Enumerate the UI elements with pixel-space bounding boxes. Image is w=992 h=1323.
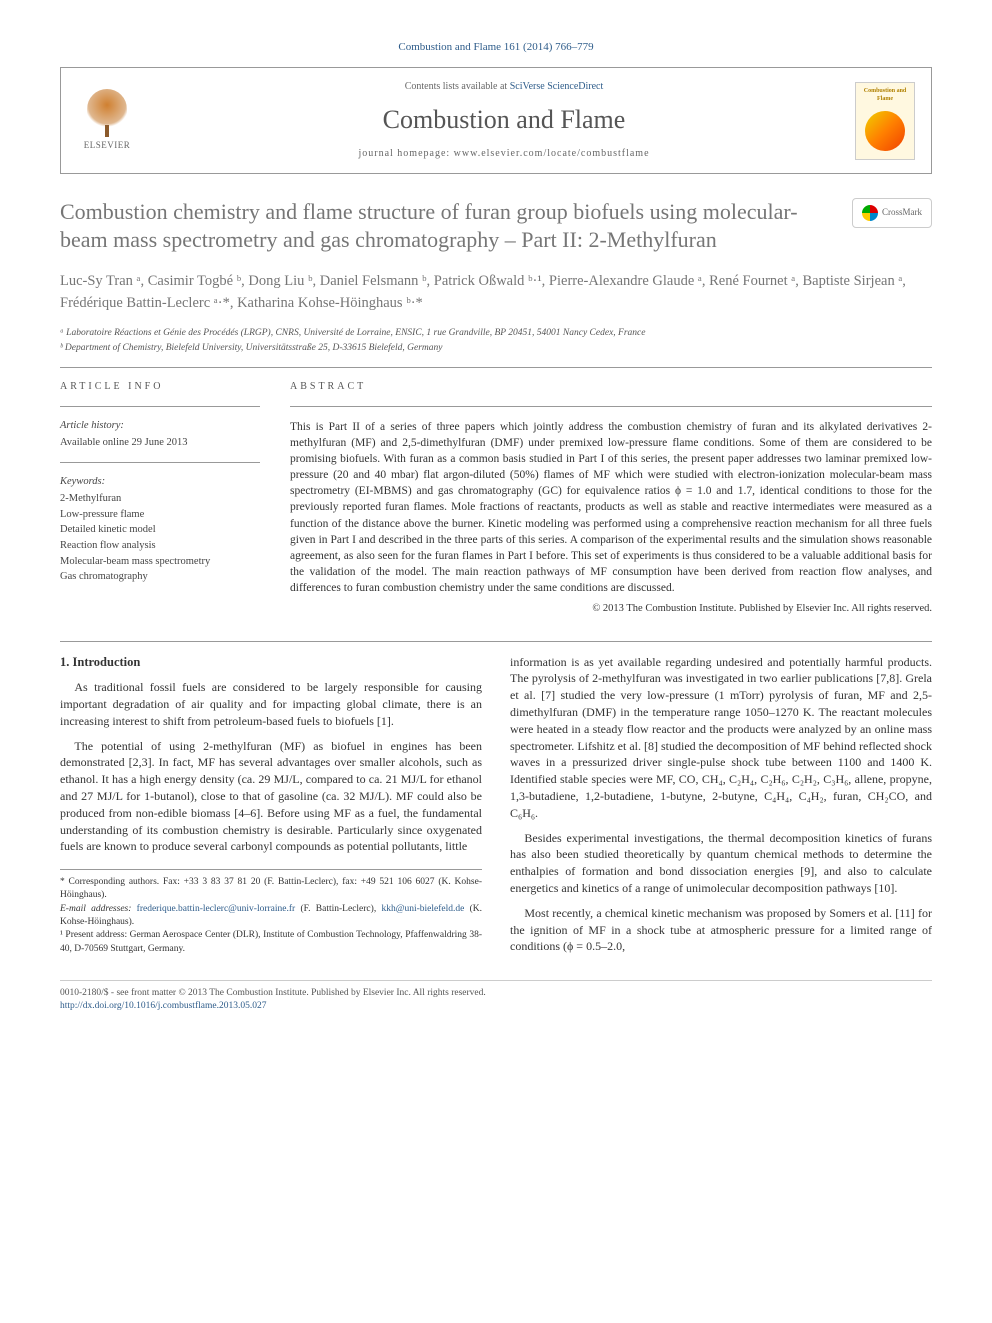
keyword: Detailed kinetic model xyxy=(60,523,260,538)
article-history-label: Article history: xyxy=(60,419,260,434)
crossmark-label: CrossMark xyxy=(882,206,922,219)
homepage-url[interactable]: www.elsevier.com/locate/combustflame xyxy=(454,148,650,159)
elsevier-tree-icon xyxy=(87,89,127,129)
body-columns: 1. Introduction As traditional fossil fu… xyxy=(60,654,932,960)
affiliation-b: ᵇ Department of Chemistry, Bielefeld Uni… xyxy=(60,341,932,355)
keyword: Gas chromatography xyxy=(60,570,260,585)
keyword: 2-Methylfuran xyxy=(60,492,260,507)
contents-prefix: Contents lists available at xyxy=(405,81,510,92)
authors-list: Luc-Sy Tran ᵃ, Casimir Togbé ᵇ, Dong Liu… xyxy=(60,271,932,315)
email-link-1[interactable]: frederique.battin-leclerc@univ-lorraine.… xyxy=(137,904,296,914)
keywords-label: Keywords: xyxy=(60,475,260,490)
article-info-sidebar: ARTICLE INFO Article history: Available … xyxy=(60,380,260,617)
present-address: ¹ Present address: German Aerospace Cent… xyxy=(60,929,482,956)
corresponding-authors: * Corresponding authors. Fax: +33 3 83 3… xyxy=(60,876,482,903)
cover-title: Combustion and Flame xyxy=(860,87,910,104)
journal-name: Combustion and Flame xyxy=(153,102,855,138)
keyword: Low-pressure flame xyxy=(60,508,260,523)
paragraph: The potential of using 2-methylfuran (MF… xyxy=(60,738,482,856)
journal-homepage-line: journal homepage: www.elsevier.com/locat… xyxy=(153,147,855,161)
sciencedirect-link[interactable]: SciVerse ScienceDirect xyxy=(510,81,604,92)
affiliations: ᵃ Laboratoire Réactions et Génie des Pro… xyxy=(60,326,932,355)
journal-header: ELSEVIER Contents lists available at Sci… xyxy=(60,67,932,173)
email-link-2[interactable]: kkh@uni-bielefeld.de xyxy=(381,904,464,914)
elsevier-label: ELSEVIER xyxy=(84,139,131,152)
homepage-prefix: journal homepage: xyxy=(358,148,453,159)
affiliation-a: ᵃ Laboratoire Réactions et Génie des Pro… xyxy=(60,326,932,340)
keywords-list: 2-Methylfuran Low-pressure flame Detaile… xyxy=(60,492,260,585)
keyword: Reaction flow analysis xyxy=(60,539,260,554)
divider xyxy=(60,462,260,463)
paragraph: information is as yet available regardin… xyxy=(510,654,932,822)
article-history-line: Available online 29 June 2013 xyxy=(60,436,260,451)
paragraph: As traditional fossil fuels are consider… xyxy=(60,679,482,729)
divider xyxy=(60,406,260,407)
journal-citation: Combustion and Flame 161 (2014) 766–779 xyxy=(60,40,932,55)
abstract-copyright: © 2013 The Combustion Institute. Publish… xyxy=(290,602,932,617)
crossmark-icon xyxy=(862,205,878,221)
emails-label: E-mail addresses: xyxy=(60,904,137,914)
doi-link[interactable]: http://dx.doi.org/10.1016/j.combustflame… xyxy=(60,1001,266,1011)
paragraph: Besides experimental investigations, the… xyxy=(510,830,932,897)
article-info-heading: ARTICLE INFO xyxy=(60,380,260,394)
divider xyxy=(60,367,932,368)
divider xyxy=(60,641,932,642)
cover-flame-icon xyxy=(865,111,905,151)
keyword: Molecular-beam mass spectrometry xyxy=(60,555,260,570)
article-title: Combustion chemistry and flame structure… xyxy=(60,198,932,255)
divider xyxy=(290,406,932,407)
section-1-heading: 1. Introduction xyxy=(60,654,482,672)
abstract-block: ABSTRACT This is Part II of a series of … xyxy=(290,380,932,617)
crossmark-badge[interactable]: CrossMark xyxy=(852,198,932,228)
email-who-1: (F. Battin-Leclerc), xyxy=(295,904,381,914)
elsevier-logo: ELSEVIER xyxy=(77,86,137,156)
email-addresses: E-mail addresses: frederique.battin-lecl… xyxy=(60,903,482,930)
page-footer: 0010-2180/$ - see front matter © 2013 Th… xyxy=(60,980,932,1014)
paragraph: Most recently, a chemical kinetic mechan… xyxy=(510,905,932,955)
footnotes: * Corresponding authors. Fax: +33 3 83 3… xyxy=(60,869,482,956)
abstract-heading: ABSTRACT xyxy=(290,380,932,394)
journal-cover-thumbnail: Combustion and Flame xyxy=(855,82,915,160)
front-matter-line: 0010-2180/$ - see front matter © 2013 Th… xyxy=(60,987,932,1000)
contents-available-line: Contents lists available at SciVerse Sci… xyxy=(153,80,855,94)
abstract-body: This is Part II of a series of three pap… xyxy=(290,419,932,596)
